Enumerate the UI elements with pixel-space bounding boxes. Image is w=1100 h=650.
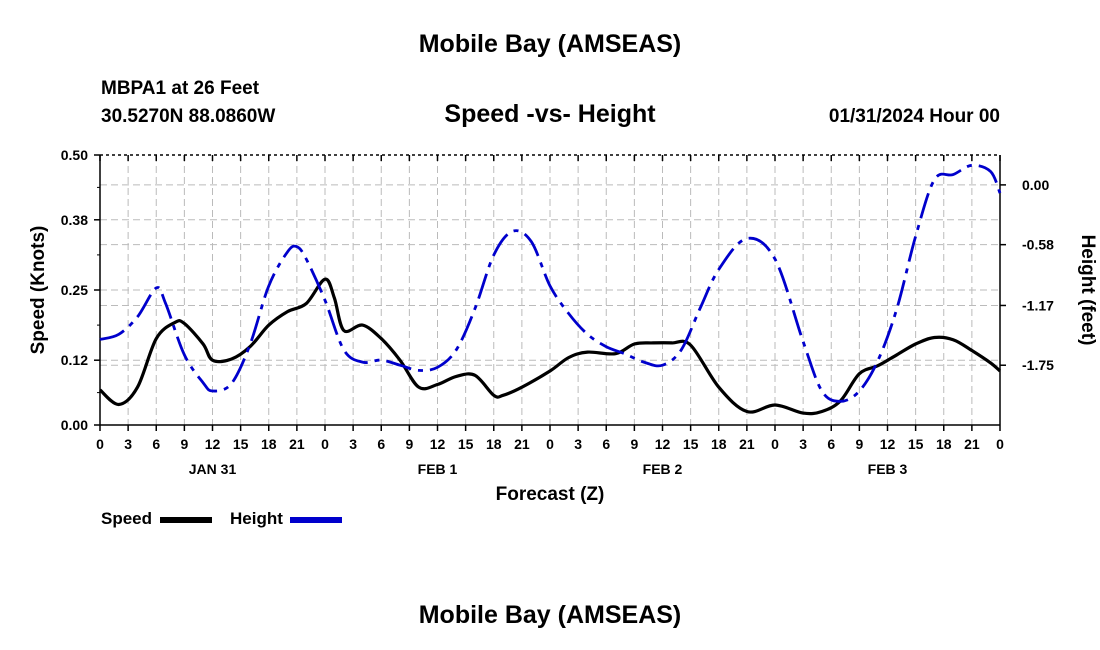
x-tick-label: 3: [799, 436, 807, 452]
legend-height-label: Height: [230, 509, 283, 528]
y-left-tick-label: 0.25: [61, 282, 88, 298]
y-right-tick-label: -1.75: [1022, 357, 1054, 373]
series-line-height: [99, 163, 1002, 403]
x-tick-label: 18: [261, 436, 277, 452]
x-tick-label: 0: [996, 436, 1004, 452]
x-day-label: FEB 3: [868, 461, 908, 477]
x-tick-label: 18: [711, 436, 727, 452]
y-left-tick-label: 0.50: [61, 147, 88, 163]
page-title: Mobile Bay (AMSEAS): [418, 30, 682, 58]
x-tick-label: 6: [377, 436, 385, 452]
y-left-tick-label: 0.00: [61, 417, 88, 433]
x-tick-label: 12: [430, 436, 446, 452]
x-tick-label: 0: [96, 436, 104, 452]
x-tick-label: 21: [289, 436, 305, 452]
x-tick-label: 9: [630, 436, 638, 452]
legend-height-swatch: [290, 517, 342, 523]
y-right-tick-label: 0.00: [1022, 177, 1049, 193]
x-tick-label: 18: [936, 436, 952, 452]
x-axis-title: Forecast (Z): [496, 484, 605, 505]
y-right-tick-label: -0.58: [1022, 237, 1054, 253]
x-tick-label: 9: [855, 436, 863, 452]
x-tick-label: 15: [683, 436, 699, 452]
y-right-tick-label: -1.17: [1022, 297, 1054, 313]
x-tick-label: 3: [574, 436, 582, 452]
x-tick-label: 9: [405, 436, 413, 452]
x-tick-label: 18: [486, 436, 502, 452]
x-tick-label: 12: [205, 436, 221, 452]
y-left-tick-label: 0.12: [61, 352, 88, 368]
x-day-label: FEB 1: [418, 461, 458, 477]
x-tick-label: 21: [739, 436, 755, 452]
x-tick-label: 12: [880, 436, 896, 452]
x-tick-label: 21: [964, 436, 980, 452]
x-tick-label: 15: [458, 436, 474, 452]
x-tick-label: 6: [827, 436, 835, 452]
station-coords: 30.5270N 88.0860W: [101, 106, 276, 127]
y-left-axis-title: Speed (Knots): [28, 226, 49, 355]
x-tick-label: 6: [602, 436, 610, 452]
y-left-tick-label: 0.38: [61, 212, 88, 228]
x-tick-label: 0: [321, 436, 329, 452]
y-right-axis-title: Height (feet): [1077, 235, 1098, 346]
station-label: MBPA1 at 26 Feet: [101, 78, 260, 99]
x-tick-label: 6: [152, 436, 160, 452]
x-day-label: FEB 2: [643, 461, 683, 477]
x-tick-label: 3: [349, 436, 357, 452]
x-tick-label: 3: [124, 436, 132, 452]
x-tick-label: 0: [771, 436, 779, 452]
footer-title: Mobile Bay (AMSEAS): [418, 601, 682, 629]
x-tick-label: 9: [180, 436, 188, 452]
x-tick-label: 15: [908, 436, 924, 452]
x-tick-label: 0: [546, 436, 554, 452]
legend-speed-label: Speed: [101, 509, 153, 528]
x-tick-label: 15: [233, 436, 249, 452]
forecast-run-time: 01/31/2024 Hour 00: [828, 106, 1000, 127]
legend-speed-swatch: [160, 517, 212, 523]
x-day-label: JAN 31: [189, 461, 237, 477]
x-tick-label: 12: [655, 436, 671, 452]
series-line-speed: [98, 277, 1002, 416]
x-tick-label: 21: [514, 436, 530, 452]
chart-subtitle: Speed -vs- Height: [444, 100, 656, 128]
